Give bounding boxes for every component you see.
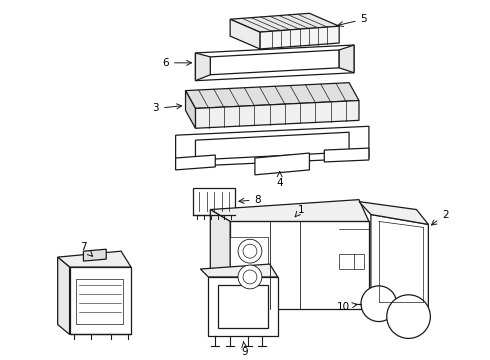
Circle shape (238, 265, 262, 289)
Polygon shape (208, 277, 278, 337)
Text: 10: 10 (337, 302, 357, 312)
Circle shape (238, 239, 262, 263)
Polygon shape (83, 249, 106, 261)
Polygon shape (324, 148, 369, 162)
Polygon shape (359, 202, 428, 224)
Text: 3: 3 (152, 103, 182, 113)
Text: 1: 1 (295, 204, 305, 217)
Polygon shape (339, 254, 364, 269)
Polygon shape (230, 237, 268, 294)
Polygon shape (194, 188, 235, 215)
Polygon shape (418, 307, 428, 316)
Polygon shape (196, 100, 359, 128)
Polygon shape (339, 45, 354, 73)
Text: 6: 6 (162, 58, 192, 68)
Text: 4: 4 (276, 172, 283, 188)
Polygon shape (230, 13, 339, 32)
Text: 7: 7 (80, 242, 93, 256)
Polygon shape (58, 257, 70, 334)
Text: 5: 5 (338, 14, 368, 27)
Polygon shape (70, 267, 131, 334)
Polygon shape (210, 210, 230, 309)
Circle shape (361, 286, 397, 321)
Polygon shape (186, 83, 359, 108)
Polygon shape (260, 26, 339, 49)
Polygon shape (58, 251, 131, 267)
Polygon shape (230, 221, 369, 309)
Polygon shape (76, 279, 123, 324)
Polygon shape (175, 126, 369, 167)
Polygon shape (210, 200, 369, 221)
Polygon shape (196, 53, 210, 81)
Polygon shape (210, 50, 339, 75)
Polygon shape (371, 309, 383, 319)
Text: 9: 9 (242, 342, 248, 357)
Polygon shape (230, 19, 260, 49)
Circle shape (387, 295, 430, 338)
Polygon shape (186, 91, 196, 128)
Polygon shape (196, 45, 354, 81)
Polygon shape (200, 264, 278, 277)
Text: 8: 8 (239, 195, 261, 204)
Circle shape (243, 244, 257, 258)
Polygon shape (255, 153, 309, 175)
Circle shape (243, 270, 257, 284)
Polygon shape (196, 132, 349, 160)
Text: 2: 2 (432, 210, 448, 225)
Polygon shape (218, 285, 268, 328)
Polygon shape (371, 215, 428, 309)
Polygon shape (175, 155, 215, 170)
